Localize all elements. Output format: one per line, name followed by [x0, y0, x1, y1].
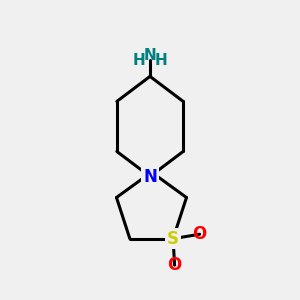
- Text: O: O: [167, 256, 182, 274]
- Text: H: H: [155, 53, 168, 68]
- Text: O: O: [193, 225, 207, 243]
- Text: H: H: [132, 53, 145, 68]
- Text: S: S: [167, 230, 179, 248]
- Text: N: N: [144, 48, 156, 63]
- Text: N: N: [143, 167, 157, 185]
